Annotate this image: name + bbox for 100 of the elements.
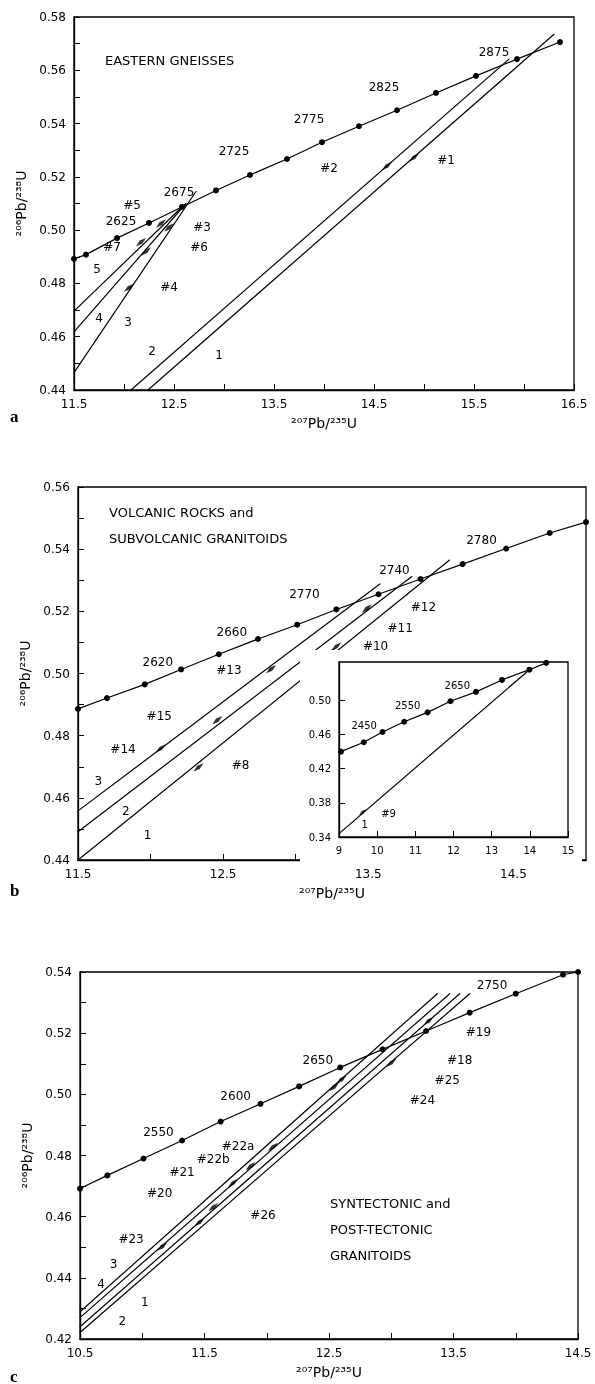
x-tick-label: 12.5 — [160, 397, 188, 411]
annotation: 1 — [143, 828, 152, 843]
x-tick-label: 14.5 — [564, 1346, 592, 1360]
annotation: #12 — [410, 599, 437, 614]
y-tick-label: 0.38 — [308, 797, 331, 809]
annotation: 4 — [97, 1276, 105, 1291]
x-tick-label: 10.5 — [66, 1346, 94, 1360]
x-tick-label: 15.5 — [460, 397, 488, 411]
x-tick-label: 15 — [561, 844, 575, 856]
y-tick-label: 0.56 — [43, 480, 70, 494]
annotation: 2660 — [216, 624, 248, 639]
y-tick-label: 0.50 — [39, 223, 66, 238]
y-tick-label: 0.48 — [43, 728, 70, 743]
annotation: 2550 — [394, 699, 421, 711]
annotation: 2450 — [351, 720, 377, 732]
annotation: #10 — [362, 639, 389, 654]
y-tick-label: 0.46 — [308, 729, 331, 741]
annotation: 2825 — [368, 80, 400, 95]
y-tick-label: 0.54 — [43, 542, 70, 557]
annotation: #3 — [193, 219, 211, 234]
annotation: 2775 — [293, 112, 325, 127]
x-tick-label: 13 — [485, 844, 499, 856]
annotation: 2620 — [142, 654, 174, 669]
annotation: #4 — [160, 279, 178, 294]
annotation: 3 — [94, 773, 103, 788]
annotation: 2770 — [289, 587, 320, 602]
annotation: #22b — [196, 1152, 230, 1167]
annotation: 3 — [109, 1257, 118, 1272]
y-tick-label: 0.34 — [308, 831, 331, 843]
y-tick-label: 0.52 — [45, 1026, 72, 1041]
annotation: #5 — [123, 198, 141, 213]
y-tick-label: 0.54 — [39, 116, 66, 131]
annotation: 2675 — [163, 184, 195, 199]
annotation: 2 — [122, 803, 130, 818]
y-tick-label: 0.48 — [39, 276, 66, 291]
annotation: 1 — [361, 819, 368, 831]
y-axis-title: ²⁰⁶Pb/²³⁸U — [19, 1122, 35, 1189]
y-axis-title: ²⁰⁶Pb/²³⁸U — [13, 170, 29, 237]
annotation: #8 — [231, 758, 250, 773]
x-tick-label: 10 — [370, 844, 384, 856]
text: c — [10, 1367, 18, 1384]
annotation: 2550 — [143, 1124, 174, 1139]
annotation: #26 — [250, 1208, 276, 1223]
annotation: #14 — [110, 741, 136, 756]
x-tick-label: 9 — [335, 844, 343, 856]
x-tick-label: 16.5 — [560, 397, 588, 411]
annotation: #25 — [434, 1072, 460, 1087]
y-axis-title: ²⁰⁶Pb/²³⁸U — [17, 640, 33, 707]
annotation: #15 — [146, 709, 172, 724]
y-tick-label: 0.50 — [45, 1087, 72, 1102]
x-tick-label: 11.5 — [60, 397, 88, 411]
annotation: 3 — [124, 315, 132, 330]
annotation: #6 — [190, 239, 208, 254]
text: a — [10, 407, 19, 426]
text: VOLCANIC ROCKS and SUBVOLCANIC GRANITOIDS — [109, 504, 288, 546]
annotation: #2 — [320, 160, 338, 175]
y-tick-label: 0.48 — [45, 1148, 72, 1163]
y-tick-label: 0.42 — [308, 763, 331, 775]
x-tick-label: 14.5 — [500, 867, 527, 881]
x-tick-label: 13.5 — [354, 867, 382, 881]
annotation: #20 — [147, 1185, 173, 1200]
x-tick-label: 12 — [447, 844, 460, 856]
x-tick-label: 12.5 — [209, 867, 237, 881]
annotation: #11 — [387, 621, 413, 636]
y-tick-label: 0.50 — [308, 694, 331, 706]
x-tick-label: 12.5 — [315, 1346, 343, 1360]
annotation: 4 — [95, 311, 103, 326]
annotation: #19 — [465, 1024, 492, 1039]
annotation: 2780 — [466, 533, 497, 548]
annotation: #21 — [169, 1164, 195, 1179]
annotation: #22a — [221, 1138, 255, 1153]
x-tick-label: 14 — [523, 844, 537, 856]
x-tick-label: 11.5 — [64, 867, 92, 881]
annotation: 2725 — [218, 143, 250, 158]
x-axis-title: ²⁰⁷Pb/²³⁵U — [291, 415, 357, 431]
x-tick-label: 13.5 — [260, 397, 288, 411]
y-tick-label: 0.56 — [39, 63, 66, 78]
annotation: 5 — [93, 262, 101, 277]
annotation: #24 — [409, 1092, 436, 1107]
x-axis-title: ²⁰⁷Pb/²³⁵U — [296, 1364, 362, 1380]
annotation: 1 — [215, 348, 223, 363]
x-axis-title: ²⁰⁷Pb/²³⁵U — [299, 885, 365, 901]
annotation: #1 — [437, 152, 455, 167]
y-tick-label: 0.58 — [39, 10, 66, 24]
y-tick-label: 0.46 — [39, 329, 66, 344]
annotation: #9 — [381, 807, 396, 819]
y-tick-label: 0.46 — [43, 790, 70, 805]
y-tick-label: 0.52 — [43, 604, 70, 619]
annotation: 2600 — [220, 1089, 251, 1104]
x-tick-label: 14.5 — [360, 397, 388, 411]
annotation: 2750 — [476, 978, 508, 993]
x-tick-label: 11.5 — [191, 1346, 218, 1360]
y-tick-label: 0.50 — [43, 666, 70, 681]
annotation: 2 — [148, 344, 156, 359]
annotation: 1 — [140, 1294, 149, 1309]
y-tick-label: 0.42 — [45, 1332, 72, 1346]
annotation: 2625 — [105, 213, 137, 228]
text: EASTERN GNEISSES — [105, 52, 235, 68]
y-tick-label: 0.46 — [45, 1209, 72, 1224]
annotation: #7 — [103, 239, 121, 254]
